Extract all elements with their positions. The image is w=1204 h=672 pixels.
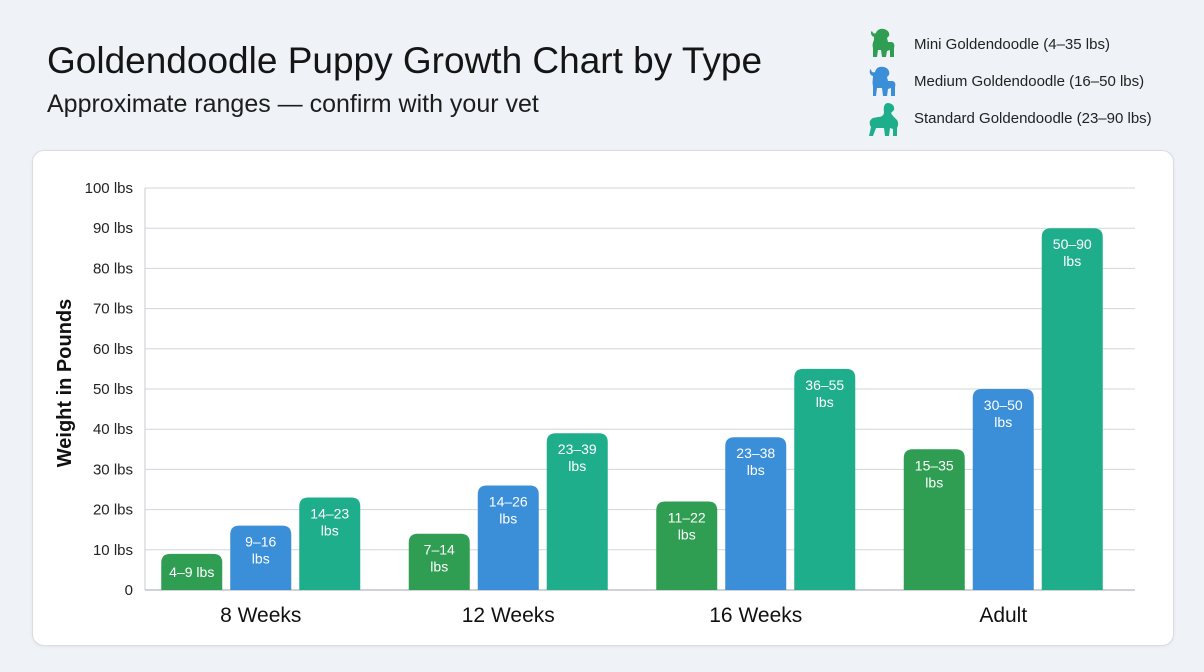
y-tick-label: 100 lbs xyxy=(85,180,133,197)
y-tick-label: 20 lbs xyxy=(93,502,133,519)
chart-title: Goldendoodle Puppy Growth Chart by Type xyxy=(47,40,763,81)
x-tick-label: Adult xyxy=(979,604,1027,627)
y-axis-label: Weight in Pounds xyxy=(54,299,76,468)
bar xyxy=(408,533,470,590)
y-tick-label: 90 lbs xyxy=(93,220,133,237)
bar xyxy=(546,433,608,590)
y-tick-label: 80 lbs xyxy=(93,260,133,277)
bar xyxy=(230,525,292,590)
bar xyxy=(725,437,787,590)
bar xyxy=(656,501,718,590)
bar xyxy=(903,449,965,590)
bar xyxy=(299,497,361,590)
legend-item-mini: Mini Goldendoodle (4–35 lbs) xyxy=(866,26,1152,63)
x-tick-label: 8 Weeks xyxy=(220,604,301,627)
x-tick-label: 16 Weeks xyxy=(709,604,802,627)
bar xyxy=(1041,228,1103,590)
y-tick-label: 50 lbs xyxy=(93,381,133,398)
bar-label: 9–16 lbs xyxy=(245,534,276,567)
bar xyxy=(972,389,1034,590)
legend-label: Medium Goldendoodle (16–50 lbs) xyxy=(914,73,1145,90)
legend-item-standard: Standard Goldendoodle (23–90 lbs) xyxy=(866,100,1152,137)
legend-label: Mini Goldendoodle (4–35 lbs) xyxy=(914,36,1110,53)
dog-icon xyxy=(869,102,899,136)
y-tick-label: 40 lbs xyxy=(93,421,133,438)
x-tick-label: 12 Weeks xyxy=(462,604,555,627)
legend: Mini Goldendoodle (4–35 lbs) Medium Gold… xyxy=(866,26,1152,137)
y-tick-label: 0 xyxy=(125,582,133,599)
bar-label: 36–55 lbs xyxy=(805,377,844,410)
y-tick-label: 70 lbs xyxy=(93,301,133,318)
y-tick-label: 30 lbs xyxy=(93,461,133,478)
bar-label: 30–50 lbs xyxy=(984,397,1023,430)
y-tick-label: 10 lbs xyxy=(93,542,133,559)
legend-item-medium: Medium Goldendoodle (16–50 lbs) xyxy=(866,63,1152,100)
bar-label: 4–9 lbs xyxy=(169,564,214,580)
bar-label: 11–22 lbs xyxy=(668,510,706,543)
bar xyxy=(161,553,223,590)
legend-label: Standard Goldendoodle (23–90 lbs) xyxy=(914,110,1152,127)
bar-label: 23–39 lbs xyxy=(558,441,597,474)
bar-label: 7–14 lbs xyxy=(424,542,455,575)
y-tick-label: 60 lbs xyxy=(93,341,133,358)
bar-label: 14–26 lbs xyxy=(489,493,528,526)
bar-label: 23–38 lbs xyxy=(736,445,775,478)
bar-label: 15–35 lbs xyxy=(915,457,954,490)
bar xyxy=(477,485,539,590)
chart-subtitle: Approximate ranges — confirm with your v… xyxy=(47,90,539,118)
bar-label: 50–90 lbs xyxy=(1053,236,1092,269)
bar xyxy=(794,368,856,590)
dog-icon xyxy=(869,66,896,96)
dog-icon xyxy=(870,28,895,57)
bar-label: 14–23 lbs xyxy=(310,506,349,539)
